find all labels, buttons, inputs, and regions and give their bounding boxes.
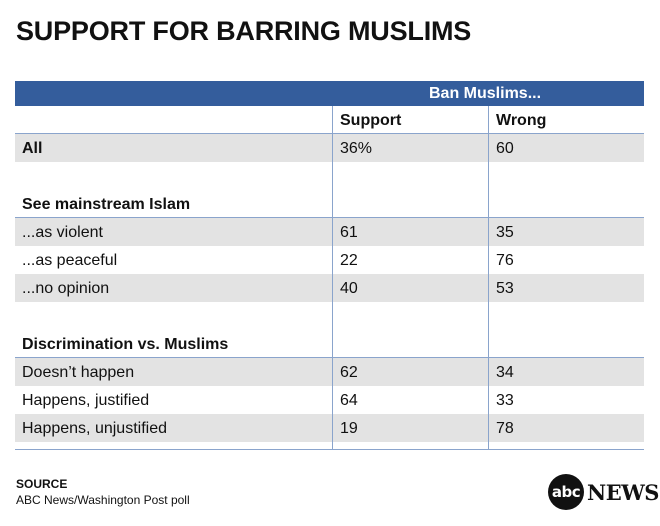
wrong-value: 35 <box>496 224 514 241</box>
wrong-value: 34 <box>496 364 514 381</box>
column-divider-1 <box>332 106 333 450</box>
support-value: 36% <box>340 140 373 157</box>
spacer-row <box>15 162 644 190</box>
row-label: Happens, justified <box>22 392 150 409</box>
row-label: See mainstream Islam <box>22 196 191 213</box>
row-label: All <box>22 140 43 157</box>
column-header-support: Support <box>340 112 402 129</box>
chart-title: SUPPORT FOR BARRING MUSLIMS <box>16 16 472 46</box>
table-row: ...as violent 61 35 <box>15 218 644 246</box>
section-header-row: Discrimination vs. Muslims <box>15 330 644 358</box>
spacer-row <box>15 302 644 330</box>
group-header-label: Ban Muslims... <box>429 85 542 102</box>
poll-table: Ban Muslims... Support Wrong All 36% 60 See… <box>15 81 644 450</box>
row-label: Happens, unjustified <box>22 420 167 437</box>
table-row: ...as peaceful 22 76 <box>15 246 644 274</box>
source-text: ABC News/Washington Post poll <box>16 493 190 507</box>
wrong-value: 53 <box>496 280 514 297</box>
row-label: Discrimination vs. Muslims <box>22 336 229 353</box>
row-label: ...no opinion <box>22 280 110 297</box>
support-value: 61 <box>340 224 358 241</box>
wrong-value: 76 <box>496 252 514 269</box>
table-row: All 36% 60 <box>15 134 644 162</box>
support-value: 40 <box>340 280 358 297</box>
support-value: 64 <box>340 392 358 409</box>
support-value: 62 <box>340 364 358 381</box>
source-heading: SOURCE <box>16 477 68 491</box>
abc-logo-circle: abc <box>548 474 584 510</box>
news-wordmark: NEWS <box>587 479 659 505</box>
abc-news-logo: abc NEWS <box>548 474 659 510</box>
wrong-value: 60 <box>496 140 514 157</box>
column-header-wrong: Wrong <box>496 112 547 129</box>
section-header-row: See mainstream Islam <box>15 190 644 218</box>
table-row: ...no opinion 40 53 <box>15 274 644 302</box>
support-value: 19 <box>340 420 358 437</box>
column-divider-2 <box>488 106 489 450</box>
table-body: All 36% 60 See mainstream Islam ...as violen… <box>15 134 644 442</box>
wrong-value: 33 <box>496 392 514 409</box>
wrong-value: 78 <box>496 420 514 437</box>
support-value: 22 <box>340 252 358 269</box>
row-label: ...as violent <box>22 224 103 241</box>
table-bottom-rule <box>15 449 644 450</box>
row-label: ...as peaceful <box>22 252 118 269</box>
group-header-banner: Ban Muslims... <box>15 81 644 106</box>
table-row: Happens, unjustified 19 78 <box>15 414 644 442</box>
table-row: Doesn’t happen 62 34 <box>15 358 644 386</box>
table-row: Happens, justified 64 33 <box>15 386 644 414</box>
row-label: Doesn’t happen <box>22 364 135 381</box>
column-header-row: Support Wrong <box>15 106 644 134</box>
